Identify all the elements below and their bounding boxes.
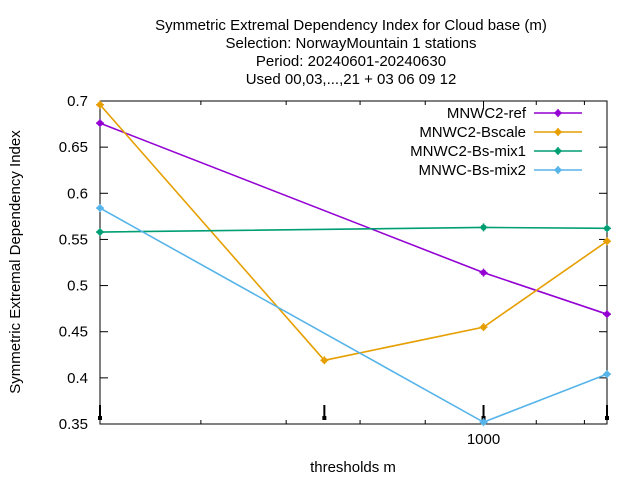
y-tick-label: 0.5 <box>67 278 88 295</box>
title-line-4: Used 00,03,...,21 + 03 06 09 12 <box>246 71 457 88</box>
series <box>96 100 611 427</box>
data-point <box>479 323 488 332</box>
series-line <box>99 104 608 362</box>
x-tick-label: 1000 <box>467 431 500 448</box>
chart-title: Symmetric Extremal Dependency Index for … <box>155 17 547 88</box>
x-axis-label: thresholds m <box>310 459 396 476</box>
legend: MNWC2-ref MNWC2-Bscale MNWC2-Bs-mix1 MNWC-B… <box>410 105 582 179</box>
legend-label: MNWC-Bs-mix2 <box>419 162 526 179</box>
threshold-marker-dot <box>322 416 327 420</box>
y-tick-label: 0.7 <box>67 93 88 110</box>
threshold-marker-dot <box>98 416 102 420</box>
data-point <box>96 100 104 109</box>
series-mnwc2-bs-mix1 <box>96 223 611 237</box>
data-point <box>479 268 488 277</box>
title-line-2: Selection: NorwayMountain 1 stations <box>226 35 477 52</box>
y-axis: 0.35 0.4 0.45 0.5 0.55 0.6 0.65 0.7 <box>59 93 607 433</box>
legend-entry: MNWC2-Bs-mix1 <box>410 143 582 160</box>
title-line-1: Symmetric Extremal Dependency Index for … <box>155 17 547 34</box>
data-point <box>603 237 611 246</box>
y-axis-label: Symmetric Extremal Dependency Index <box>7 130 24 394</box>
plot-frame <box>99 100 608 425</box>
y-tick-label: 0.6 <box>67 185 88 202</box>
data-point <box>603 310 611 319</box>
threshold-markers <box>98 405 609 420</box>
data-point <box>96 119 104 128</box>
series-mnwc2-ref <box>96 119 611 319</box>
y-tick-label: 0.4 <box>67 370 88 387</box>
legend-label: MNWC2-Bs-mix1 <box>410 143 526 160</box>
series-line <box>99 226 608 233</box>
legend-marker <box>554 128 562 136</box>
data-point <box>603 370 611 379</box>
threshold-marker-dot <box>481 416 486 420</box>
title-line-3: Period: 20240601-20240630 <box>256 53 446 70</box>
legend-marker <box>554 109 562 117</box>
legend-label: MNWC2-ref <box>447 105 527 122</box>
series-line <box>99 122 608 315</box>
legend-marker <box>554 166 562 174</box>
y-tick-label: 0.35 <box>59 416 88 433</box>
y-tick-label: 0.55 <box>59 231 88 248</box>
y-tick-label: 0.45 <box>59 324 88 341</box>
legend-entry: MNWC2-ref <box>447 105 582 122</box>
series-line <box>99 207 608 424</box>
legend-entry: MNWC-Bs-mix2 <box>419 162 582 179</box>
data-point <box>603 224 611 233</box>
data-point <box>479 418 488 427</box>
y-tick-label: 0.65 <box>59 139 88 156</box>
series-mnwc-bs-mix2 <box>96 204 611 427</box>
data-point <box>96 204 104 213</box>
data-point <box>96 228 104 237</box>
legend-label: MNWC2-Bscale <box>419 124 526 141</box>
series-mnwc2-bscale <box>96 100 611 365</box>
threshold-marker-dot <box>605 416 609 420</box>
data-point <box>320 356 329 365</box>
legend-marker <box>554 147 562 155</box>
x-axis: 1000 <box>99 101 585 448</box>
data-point <box>479 223 488 232</box>
legend-entry: MNWC2-Bscale <box>419 124 582 141</box>
